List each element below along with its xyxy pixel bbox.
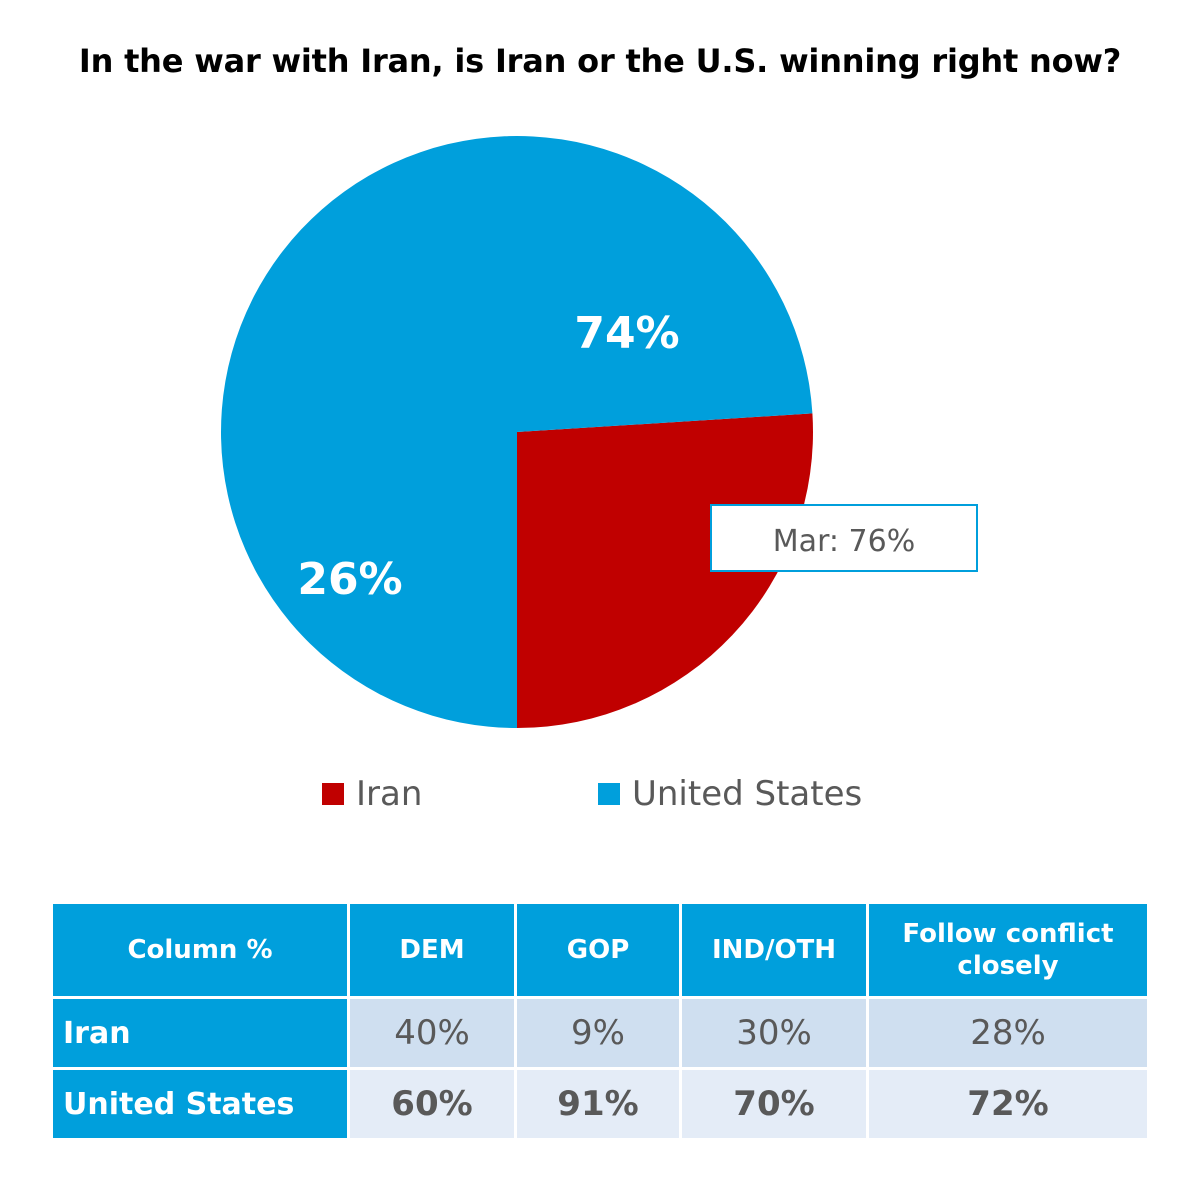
table-header-gop: GOP: [517, 904, 679, 996]
cell-iran-ind-oth: 30%: [682, 999, 866, 1067]
pie-slice-iran: [517, 413, 813, 728]
table-row-united-states: United States 60% 91% 70% 72%: [53, 1070, 1147, 1138]
table-header-row: Column % DEM GOP IND/OTH Follow conflict…: [53, 904, 1147, 996]
pie-labels: 26% 74%: [297, 308, 679, 605]
row-label-iran: Iran: [53, 999, 347, 1067]
table-header-follow-conflict: Follow conflict closely: [869, 904, 1147, 996]
annotation-text: Mar: 76%: [773, 524, 915, 559]
annotation-box: Mar: 76%: [710, 504, 978, 572]
legend-label-iran: Iran: [356, 774, 423, 814]
cell-iran-follow: 28%: [869, 999, 1147, 1067]
legend-swatch-iran: [322, 783, 344, 805]
table-header-dem: DEM: [350, 904, 514, 996]
pie-label-iran: 26%: [297, 554, 402, 605]
table-header-ind-oth: IND/OTH: [682, 904, 866, 996]
table-header-column-percent: Column %: [53, 904, 347, 996]
legend-swatch-united-states: [598, 783, 620, 805]
legend-label-united-states: United States: [632, 774, 863, 814]
pie-chart: 26% 74% Mar: 76%: [221, 136, 978, 729]
cell-us-gop: 91%: [517, 1070, 679, 1138]
row-label-united-states: United States: [53, 1070, 347, 1138]
legend-item-iran: Iran: [322, 772, 422, 816]
pie-label-united-states: 74%: [574, 308, 679, 359]
cell-iran-dem: 40%: [350, 999, 514, 1067]
chart-title: In the war with Iran, is Iran or the U.S…: [78, 42, 1122, 80]
legend-item-united-states: United States: [598, 772, 862, 816]
cell-us-ind-oth: 70%: [682, 1070, 866, 1138]
cell-us-dem: 60%: [350, 1070, 514, 1138]
crosstab-table: Column % DEM GOP IND/OTH Follow conflict…: [50, 901, 1150, 1141]
pie-slices: [221, 136, 813, 729]
cell-us-follow: 72%: [869, 1070, 1147, 1138]
table-row-iran: Iran 40% 9% 30% 28%: [53, 999, 1147, 1067]
pie-slice-united-states: [221, 136, 813, 729]
cell-iran-gop: 9%: [517, 999, 679, 1067]
